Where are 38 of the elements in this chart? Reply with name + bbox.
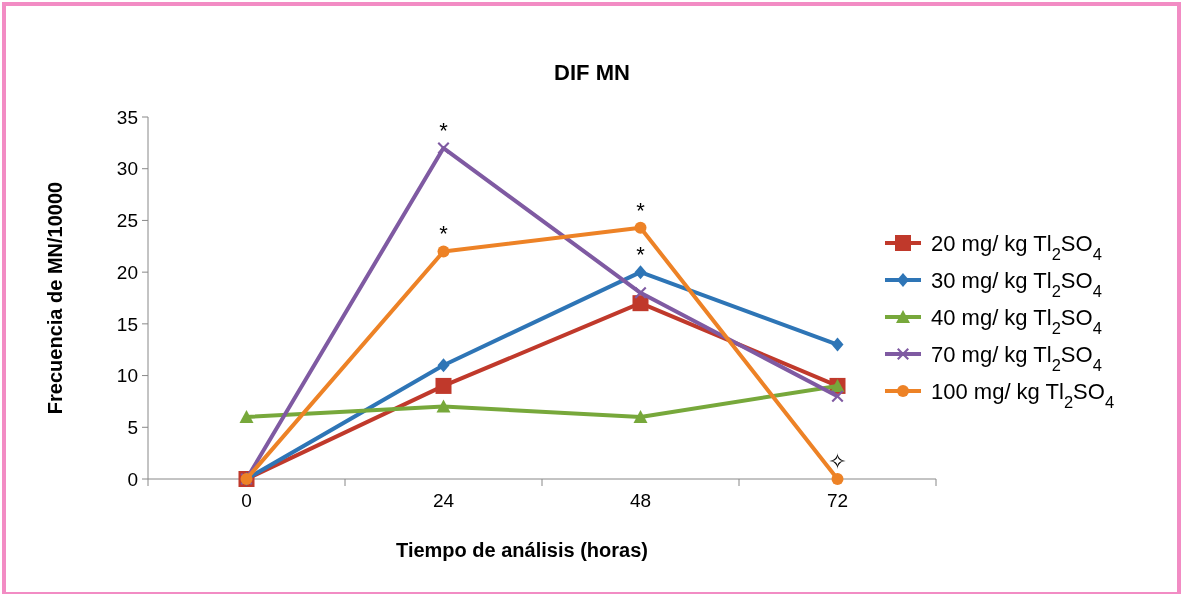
point	[831, 390, 844, 403]
point	[634, 265, 647, 280]
point	[435, 377, 452, 394]
point	[634, 286, 647, 299]
y-tick-label: 0	[127, 468, 138, 490]
point	[831, 473, 844, 485]
x-tick-label: 24	[432, 490, 455, 511]
point	[437, 142, 450, 155]
y-tick-label: 15	[116, 313, 138, 335]
annotation: *	[439, 221, 449, 247]
point	[633, 409, 648, 423]
point	[239, 409, 254, 423]
x-axis-title: Tiempo de análisis (horas)	[396, 539, 648, 561]
point	[634, 221, 647, 234]
y-tick-label: 10	[116, 365, 138, 387]
y-axis-title: Frecuencia de MN/10000	[44, 181, 66, 415]
legend-label: 30 mg/ kg Tl$_{2}$SO$_{4}$	[931, 267, 1102, 300]
annotation: *	[636, 242, 646, 268]
legend-label: 40 mg/ kg Tl$_{2}$SO$_{4}$	[931, 304, 1102, 337]
y-tick-label: 5	[127, 416, 138, 438]
y-tick-label: 20	[116, 261, 138, 283]
x-tick-label: 72	[826, 490, 849, 511]
x-tick-label: 48	[629, 490, 652, 511]
x-tick-label: 0	[241, 490, 252, 511]
point	[437, 245, 450, 258]
point	[831, 337, 844, 352]
y-tick-label: 25	[116, 210, 138, 232]
annotation: *	[439, 118, 449, 144]
annotation: *	[636, 197, 646, 223]
point	[437, 358, 450, 373]
legend-label: 70 mg/ kg Tl$_{2}$SO$_{4}$	[931, 341, 1102, 374]
y-tick-label: 30	[116, 158, 138, 180]
y-tick-label: 35	[116, 106, 138, 128]
chart-title: DIF MN	[554, 60, 630, 85]
legend-label: 20 mg/ kg Tl$_{2}$SO$_{4}$	[931, 230, 1102, 263]
annotation: ✧	[828, 449, 847, 474]
point	[436, 399, 451, 413]
legend-label: 100 mg/ kg Tl$_{2}$SO$_{4}$	[931, 378, 1115, 411]
